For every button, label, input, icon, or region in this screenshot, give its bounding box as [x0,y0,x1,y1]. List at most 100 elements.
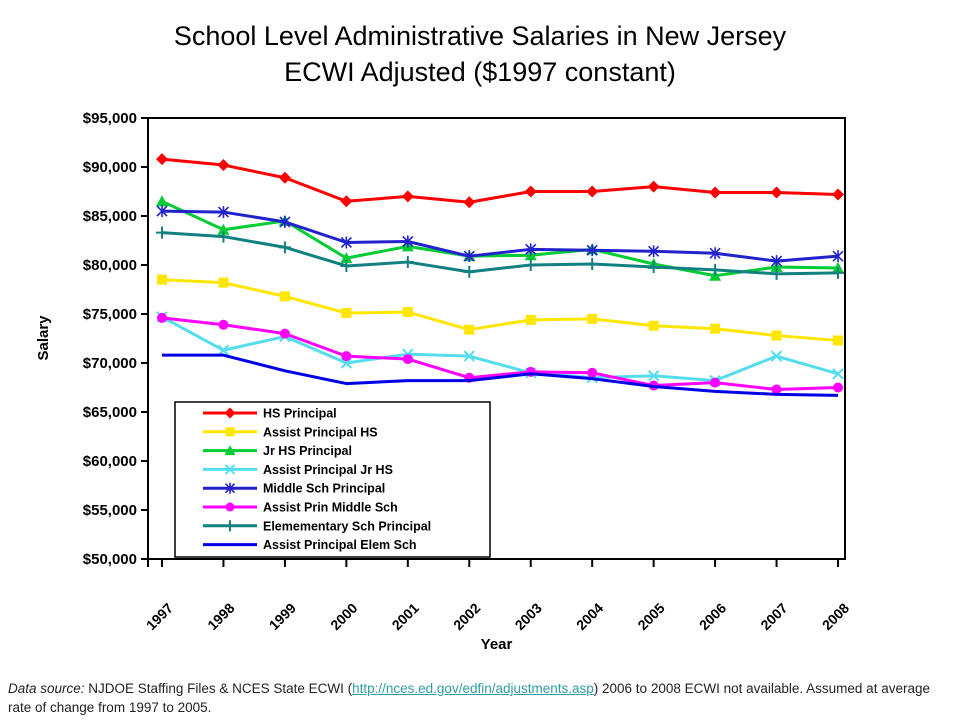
legend-marker-square [225,427,235,437]
salary-line-chart: $50,000 $55,000 $60,000 $65,000 $70,000 $75,0… [35,110,852,653]
series-line-middle-sch-principal [161,209,839,263]
marker-elemementary-sch-principal [463,265,476,278]
marker-assist-prin-middle-sch [279,328,290,339]
marker-middle-sch-principal [402,235,414,248]
marker-assist-principal-hs [648,320,659,331]
marker-middle-sch-principal [156,205,168,218]
x-tick-label: 2007 [757,600,790,633]
legend: HS Principal Assist Principal HS Jr HS Pri… [174,401,491,558]
marker-assist-principal-hs [157,274,167,285]
series-line-hs-principal [161,157,839,204]
legend-label: Assist Principal Jr HS [263,463,393,477]
marker-hs-principal [278,171,291,184]
marker-assist-principal-hs [464,324,475,335]
marker-assist-prin-middle-sch [771,384,782,395]
x-tick-label: 1997 [143,600,176,633]
series-elemementary-sch-principal [156,226,844,280]
marker-elemementary-sch-principal [340,259,353,272]
marker-hs-principal [524,185,537,198]
marker-assist-principal-jr-hs [647,370,660,382]
marker-assist-prin-middle-sch [587,367,598,378]
marker-middle-sch-principal [832,250,844,263]
legend-label: Middle Sch Principal [263,482,385,496]
data-source-footnote: Data source: NJDOE Staffing Files & NCES… [8,679,952,717]
marker-elemementary-sch-principal [278,241,291,254]
x-tick-label: 2000 [327,600,360,633]
marker-elemementary-sch-principal [647,260,660,273]
series-line-jr-hs-principal [161,199,839,278]
legend-marker-triangle [224,445,236,456]
legend-label: Assist Principal Elem Sch [263,538,417,552]
legend-label: Assist Principal HS [263,425,378,439]
marker-middle-sch-principal [340,236,352,249]
marker-assist-prin-middle-sch [157,312,167,323]
legend-label: HS Principal [263,407,337,421]
marker-hs-principal [709,186,722,199]
series-hs-principal [156,153,844,209]
marker-assist-prin-middle-sch [402,354,413,365]
marker-assist-principal-hs [833,335,843,346]
x-tick-label: 2003 [512,600,545,633]
x-tick-label: 1998 [204,600,237,633]
legend-item-elemementary-sch-principal: Elemementary Sch Principal [203,519,431,533]
marker-middle-sch-principal [709,247,721,260]
y-tick-label: $55,000 [83,502,137,519]
legend-item-assist-principal-elem-sch: Assist Principal Elem Sch [203,538,417,552]
marker-assist-principal-jr-hs [463,350,475,362]
marker-hs-principal [463,196,476,209]
series-middle-sch-principal [156,205,844,268]
marker-assist-principal-jr-hs [770,350,783,362]
y-tick-label: $80,000 [83,257,137,274]
marker-elemementary-sch-principal [709,263,722,276]
marker-assist-principal-jr-hs [832,368,844,380]
y-tick-label: $70,000 [83,355,137,372]
y-tick-label: $95,000 [83,110,137,127]
marker-jr-hs-principal [340,252,353,264]
marker-elemementary-sch-principal [401,256,414,269]
series-assist-prin-middle-sch [157,312,843,395]
x-axis-title: Year [481,636,513,653]
x-tick-label: 2008 [819,600,852,633]
chart-title-line2: ECWI Adjusted ($1997 constant) [284,57,676,87]
marker-assist-principal-hs [710,323,721,334]
marker-middle-sch-principal [770,255,783,268]
series-assist-principal-elem-sch [162,353,839,397]
marker-hs-principal [401,190,414,203]
marker-middle-sch-principal [648,245,660,258]
series-line-assist-principal-jr-hs [161,315,839,383]
x-tick-label: 1999 [266,600,299,633]
marker-elemementary-sch-principal [832,266,844,279]
marker-middle-sch-principal [586,244,598,257]
marker-assist-prin-middle-sch [710,377,721,388]
marker-hs-principal [156,153,168,166]
legend-label: Elemementary Sch Principal [263,519,431,533]
y-tick-label: $85,000 [83,208,137,225]
y-tick-label: $50,000 [83,551,137,568]
marker-assist-principal-hs [525,314,536,325]
marker-assist-principal-hs [218,277,229,288]
legend-item-middle-sch-principal: Middle Sch Principal [203,482,385,496]
legend-item-assist-principal-hs: Assist Principal HS [203,425,378,439]
series-line-assist-principal-hs [161,278,839,342]
x-tick-label: 2004 [573,600,606,633]
y-axis-title: Salary [35,315,52,361]
marker-hs-principal [770,186,783,199]
footnote-link[interactable]: http://nces.ed.gov/edfin/adjustments.asp [352,681,594,696]
marker-hs-principal [586,185,599,198]
marker-elemementary-sch-principal [524,259,537,271]
marker-assist-principal-hs [341,308,352,319]
marker-middle-sch-principal [525,243,537,256]
legend-label: Assist Prin Middle Sch [263,501,398,515]
marker-assist-principal-hs [771,330,782,341]
legend-item-hs-principal: HS Principal [203,407,337,421]
marker-hs-principal [217,159,230,172]
marker-assist-prin-middle-sch [833,382,843,393]
y-tick-label: $75,000 [83,306,137,323]
x-tick-label: 2006 [696,600,729,633]
legend-marker-star [224,482,236,494]
legend-item-jr-hs-principal: Jr HS Principal [203,444,352,458]
marker-assist-principal-hs [402,307,413,318]
chart-title-line1: School Level Administrative Salaries in … [173,21,787,51]
footnote-text-post: ) 2006 to 2008 ECWI not available. Assum… [8,681,930,715]
marker-jr-hs-principal [217,223,230,235]
